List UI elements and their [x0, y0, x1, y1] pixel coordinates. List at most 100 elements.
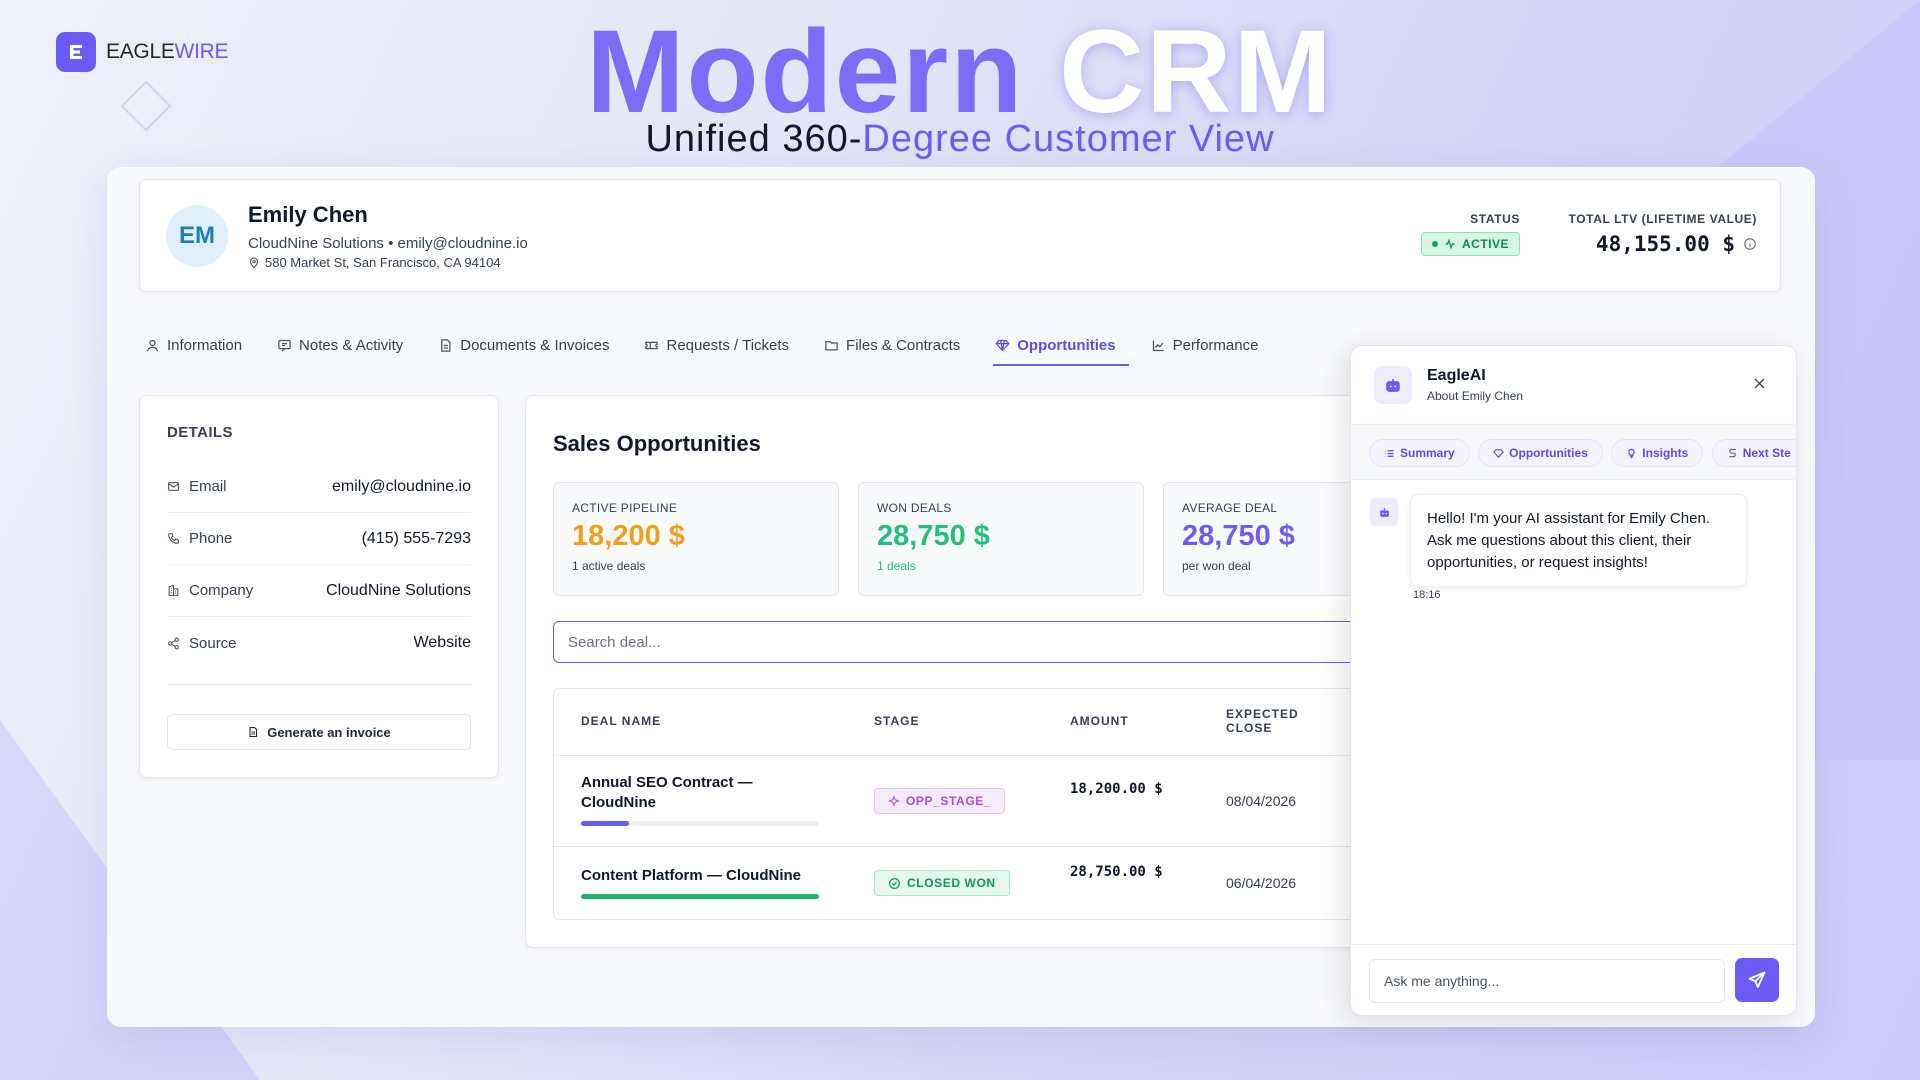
kpi-value: 28,750 $	[877, 520, 990, 552]
deal-name[interactable]: Annual SEO Contract — CloudNine	[581, 774, 753, 811]
status-dot-icon	[1431, 241, 1438, 247]
detail-value-email[interactable]: emily@cloudnine.io	[332, 477, 471, 495]
table-divider	[554, 755, 1464, 756]
list-icon	[1385, 449, 1394, 457]
tab-files-contracts[interactable]: Files & Contracts	[822, 326, 973, 366]
brand: EAGLEWIRE	[56, 32, 228, 72]
sales-opportunities-card: Sales Opportunities ACTIVE PIPELINE 18,2…	[525, 395, 1465, 948]
column-header-amount[interactable]: AMOUNT	[1070, 714, 1129, 729]
table-divider	[554, 846, 1464, 847]
phone-icon	[168, 533, 179, 544]
kpi-active-pipeline: ACTIVE PIPELINE 18,200 $ 1 active deals	[553, 482, 839, 596]
deal-progress-fill	[581, 894, 819, 899]
kpi-won-deals: WON DEALS 28,750 $ 1 deals	[858, 482, 1144, 596]
search-deal-input[interactable]	[553, 621, 1464, 663]
eagleai-panel: EagleAI About Emily Chen Summary Opportu…	[1350, 345, 1797, 1016]
details-card: DETAILS Email emily@cloudnine.io Phone (…	[139, 395, 499, 778]
sparkle-icon	[888, 795, 900, 807]
column-header-deal-name[interactable]: DEAL NAME	[581, 714, 662, 729]
eagleai-title: EagleAI	[1427, 367, 1486, 384]
eagleai-subtitle: About Emily Chen	[1427, 389, 1524, 403]
document-icon	[249, 726, 258, 738]
detail-value-source: Website	[413, 634, 471, 651]
diamond-icon	[1493, 448, 1504, 458]
ask-input[interactable]	[1369, 959, 1725, 1003]
deal-progress-fill	[581, 821, 629, 826]
ltv-label: TOTAL LTV (LIFETIME VALUE)	[1568, 212, 1757, 226]
eagleai-header: EagleAI About Emily Chen	[1351, 346, 1796, 424]
customer-address: 580 Market St, San Francisco, CA 94104	[248, 255, 501, 270]
column-header-expected-close[interactable]: EXPECTED CLOSE	[1226, 707, 1299, 735]
detail-row-phone: Phone (415) 555-7293	[167, 513, 471, 565]
eagleai-quick-actions: Summary Opportunities Insights Next Ste	[1351, 424, 1796, 480]
close-icon[interactable]	[1748, 372, 1770, 394]
mail-icon	[168, 482, 179, 491]
detail-row-email: Email emily@cloudnine.io	[167, 461, 471, 513]
avatar: EM	[166, 205, 228, 267]
deal-progress-bar	[581, 821, 819, 826]
deal-amount: 28,750.00 $	[1070, 864, 1163, 880]
chip-opportunities[interactable]: Opportunities	[1478, 439, 1603, 467]
assistant-message: Hello! I'm your AI assistant for Emily C…	[1410, 494, 1747, 588]
diamond-icon	[995, 339, 1010, 351]
info-icon[interactable]	[1743, 237, 1757, 251]
generate-invoice-button[interactable]: Generate an invoice	[167, 714, 471, 750]
deal-close-date: 06/04/2026	[1226, 875, 1297, 891]
deal-amount: 18,200.00 $	[1070, 781, 1163, 797]
tab-bar: Information Notes & Activity Documents &…	[143, 326, 1291, 366]
detail-value-company: CloudNine Solutions	[326, 581, 471, 599]
location-pin-icon	[249, 256, 259, 268]
building-icon	[168, 584, 179, 596]
detail-value-phone[interactable]: (415) 555-7293	[361, 529, 471, 547]
check-circle-icon	[889, 877, 900, 889]
send-icon	[1748, 971, 1766, 988]
send-button[interactable]	[1735, 958, 1779, 1002]
kpi-value: 28,750 $	[1182, 520, 1295, 552]
status-block: STATUS ACTIVE	[1410, 212, 1520, 256]
eaglewire-logo-icon	[56, 32, 96, 72]
chip-insights[interactable]: Insights	[1611, 439, 1704, 467]
sales-title: Sales Opportunities	[553, 431, 761, 456]
detail-row-company: Company CloudNine Solutions	[167, 565, 471, 617]
details-divider	[167, 684, 471, 685]
chart-icon	[1152, 340, 1164, 351]
deal-name[interactable]: Content Platform — CloudNine	[581, 867, 801, 884]
status-label: STATUS	[1470, 212, 1520, 226]
share-icon	[168, 637, 179, 649]
tab-information[interactable]: Information	[143, 326, 255, 366]
folder-icon	[825, 340, 838, 350]
kpi-value: 18,200 $	[572, 520, 685, 552]
status-badge: ACTIVE	[1420, 232, 1520, 256]
hero-title: Modern CRM	[586, 6, 1334, 138]
tab-documents-invoices[interactable]: Documents & Invoices	[436, 326, 622, 366]
user-icon	[146, 339, 159, 351]
chip-next-steps[interactable]: Next Ste	[1711, 439, 1796, 467]
detail-row-source: Source Website	[167, 617, 471, 669]
crm-panel: EM Emily Chen CloudNine Solutions • emil…	[107, 167, 1815, 1027]
tab-opportunities[interactable]: Opportunities	[993, 326, 1129, 366]
stage-badge: OPP_STAGE_	[874, 788, 1006, 814]
document-icon	[441, 338, 451, 352]
bot-icon	[1370, 498, 1398, 526]
tab-performance[interactable]: Performance	[1149, 326, 1272, 366]
ltv-block: TOTAL LTV (LIFETIME VALUE) 48,155.00 $	[1560, 212, 1757, 256]
message-icon	[278, 339, 291, 352]
activity-icon	[1445, 238, 1455, 250]
message-timestamp: 18:16	[1413, 589, 1441, 601]
customer-name: Emily Chen	[248, 202, 368, 227]
bot-icon	[1374, 366, 1412, 404]
lightbulb-icon	[1628, 448, 1635, 458]
chip-summary[interactable]: Summary	[1369, 439, 1470, 467]
tab-notes-activity[interactable]: Notes & Activity	[275, 326, 416, 366]
brand-name: EAGLEWIRE	[106, 40, 229, 63]
route-icon	[1728, 448, 1736, 457]
deal-progress-bar	[581, 894, 819, 899]
stage-badge: CLOSED WON	[874, 870, 1010, 896]
ticket-icon	[645, 341, 659, 349]
customer-header: EM Emily Chen CloudNine Solutions • emil…	[139, 179, 1781, 292]
tab-requests-tickets[interactable]: Requests / Tickets	[642, 326, 802, 366]
hero-subtitle: Unified 360-Degree Customer View	[645, 118, 1275, 160]
details-title: DETAILS	[167, 424, 233, 441]
deal-close-date: 08/04/2026	[1226, 793, 1297, 809]
column-header-stage[interactable]: STAGE	[874, 714, 920, 729]
